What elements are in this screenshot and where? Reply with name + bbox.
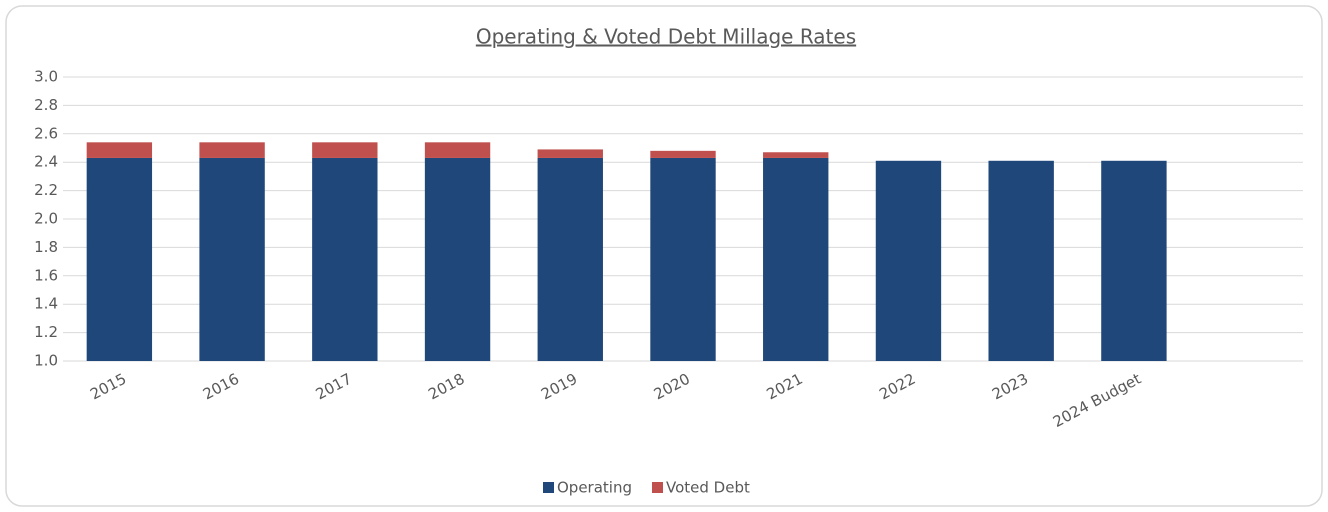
y-tick-label: 1.8 (34, 238, 58, 256)
y-tick-label: 3.0 (34, 68, 58, 86)
bar-segment (537, 157, 603, 361)
bar-segment (537, 149, 603, 158)
y-tick-label: 2.6 (34, 124, 58, 142)
bar-segment (199, 142, 265, 158)
bar-segment (86, 157, 153, 361)
legend-swatch (652, 482, 663, 493)
y-tick-label: 2.8 (34, 96, 58, 114)
bar-segment (424, 157, 491, 361)
y-tick-label: 1.0 (34, 352, 58, 370)
y-tick-label: 2.2 (34, 181, 58, 199)
legend-label: Operating (557, 479, 632, 497)
bar-segment (312, 142, 378, 158)
y-tick-label: 1.4 (34, 295, 58, 313)
bar-segment (650, 157, 716, 361)
bar-segment (763, 157, 829, 361)
bar-segment (650, 150, 716, 158)
bar-segment (312, 157, 378, 361)
y-tick-label: 2.0 (34, 210, 58, 228)
legend-swatch (543, 482, 554, 493)
y-tick-label: 1.6 (34, 266, 58, 284)
legend-label: Voted Debt (666, 479, 750, 497)
chart-title: Operating & Voted Debt Millage Rates (476, 25, 856, 49)
bar-segment (763, 152, 829, 158)
bar-segment (424, 142, 491, 158)
bar-segment (199, 157, 265, 361)
bar-segment (988, 160, 1054, 361)
bar-segment (875, 160, 942, 361)
bar-segment (1101, 160, 1167, 361)
y-tick-label: 1.2 (34, 323, 58, 341)
bar-segment (86, 142, 153, 158)
y-tick-label: 2.4 (34, 153, 58, 171)
